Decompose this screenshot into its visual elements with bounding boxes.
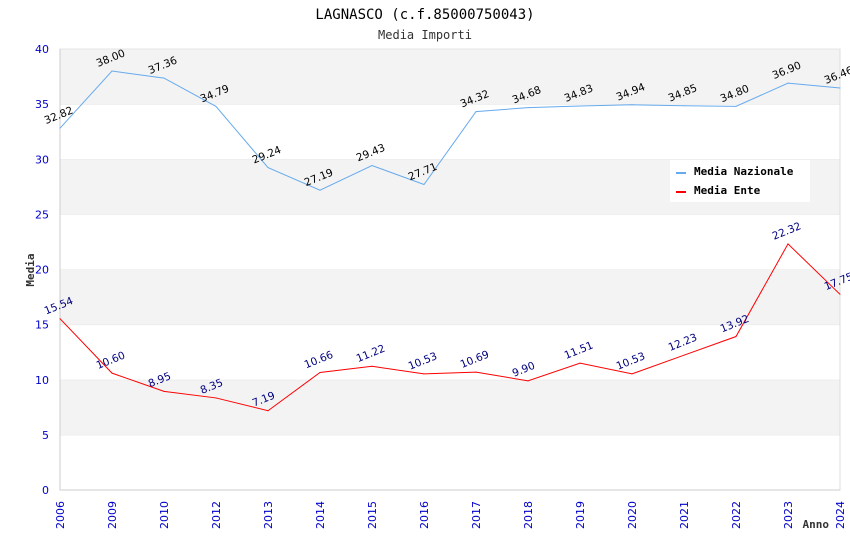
data-point [111, 70, 113, 72]
grid-band [60, 214, 840, 270]
data-point [839, 87, 841, 89]
data-point [371, 365, 373, 367]
data-point [579, 362, 581, 364]
data-point [527, 380, 529, 382]
data-point [59, 318, 61, 320]
y-tick-label: 20 [35, 264, 49, 277]
x-tick-label: 2024 [834, 501, 847, 529]
data-point [371, 165, 373, 167]
x-tick-label: 2006 [54, 501, 67, 529]
x-tick-label: 2023 [782, 501, 795, 529]
y-axis-label: Media [24, 253, 37, 286]
legend-label-ente: Media Ente [694, 184, 761, 197]
data-point [579, 105, 581, 107]
x-tick-label: 2015 [366, 501, 379, 529]
data-point [475, 371, 477, 373]
x-tick-label: 2017 [470, 501, 483, 529]
data-point [631, 373, 633, 375]
data-point [215, 105, 217, 107]
data-point [319, 189, 321, 191]
chart-subtitle: Media Importi [378, 28, 472, 42]
y-tick-label: 15 [35, 319, 49, 332]
data-point [735, 105, 737, 107]
grid-band [60, 324, 840, 380]
series-line-1 [59, 243, 841, 412]
chart-title: LAGNASCO (c.f.85000750043) [315, 7, 534, 23]
x-tick-label: 2014 [314, 501, 327, 529]
x-tick-label: 2016 [418, 501, 431, 529]
y-tick-label: 10 [35, 374, 49, 387]
grid-band [60, 104, 840, 160]
x-tick-label: 2019 [574, 501, 587, 529]
data-point [683, 105, 685, 107]
x-tick-label: 2012 [210, 501, 223, 529]
data-point [319, 371, 321, 373]
data-point [215, 397, 217, 399]
x-tick-label: 2020 [626, 501, 639, 529]
data-point [839, 293, 841, 295]
y-tick-label: 30 [35, 153, 49, 166]
grid-band [60, 269, 840, 325]
y-tick-label: 35 [35, 98, 49, 111]
grid-band [60, 379, 840, 435]
data-point [163, 77, 165, 79]
data-point [683, 354, 685, 356]
y-tick-label: 0 [42, 484, 49, 497]
legend-label-nazionale: Media Nazionale [694, 165, 794, 178]
x-tick-label: 2009 [106, 501, 119, 529]
data-point [527, 107, 529, 109]
x-tick-label: 2010 [158, 501, 171, 529]
data-point [475, 111, 477, 113]
series-line-0 [59, 70, 841, 191]
x-tick-label: 2018 [522, 501, 535, 529]
data-point [423, 373, 425, 375]
data-point [735, 336, 737, 338]
y-tick-label: 25 [35, 208, 49, 221]
data-point [787, 243, 789, 245]
y-tick-label: 40 [35, 43, 49, 56]
x-tick-label: 2022 [730, 501, 743, 529]
data-point [423, 183, 425, 185]
x-tick-label: 2013 [262, 501, 275, 529]
grid-band [60, 49, 840, 105]
data-point [267, 167, 269, 169]
data-point [267, 410, 269, 412]
data-point [163, 390, 165, 392]
data-point [111, 372, 113, 374]
x-axis-label: Anno [803, 518, 830, 531]
data-point [59, 127, 61, 129]
legend: Media Nazionale Media Ente [670, 160, 810, 202]
grid-band [60, 434, 840, 490]
data-point [631, 104, 633, 106]
x-tick-label: 2021 [678, 501, 691, 529]
data-point [787, 82, 789, 84]
y-tick-label: 5 [42, 429, 49, 442]
